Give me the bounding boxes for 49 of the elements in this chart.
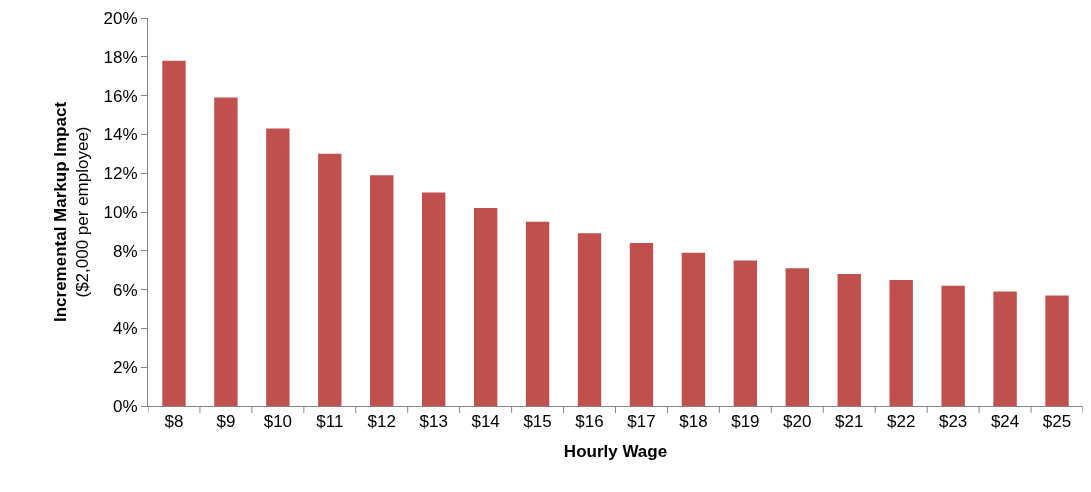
y-tick-label: 12%	[103, 164, 138, 184]
y-tick-label: 10%	[103, 202, 138, 222]
bar	[785, 268, 809, 406]
bar	[889, 279, 913, 406]
bar	[422, 192, 446, 406]
y-tick-label: 4%	[113, 319, 138, 339]
x-tick-label: $16	[575, 412, 604, 432]
bar	[629, 243, 654, 406]
bar	[993, 291, 1017, 406]
y-axis-title: Incremental Markup Impact ($2,000 per employee)	[51, 101, 93, 323]
x-tick-label: $21	[835, 412, 864, 432]
y-tick-label: 20%	[103, 8, 138, 28]
x-tick-label: $25	[1042, 412, 1072, 432]
x-tick-label: $18	[679, 412, 708, 432]
y-tick-label: 6%	[113, 280, 138, 300]
x-tick-label: $12	[367, 412, 396, 432]
y-tick-label: 8%	[113, 241, 138, 261]
y-tick-label: 16%	[103, 86, 138, 106]
bar	[162, 60, 186, 406]
x-tick-label: $15	[523, 412, 552, 432]
x-tick-label: $20	[783, 412, 812, 432]
x-tick-label: $22	[887, 412, 916, 432]
x-tick-label: $8	[164, 412, 184, 432]
x-tick-label: $11	[316, 412, 344, 432]
x-axis-title: Hourly Wage	[563, 441, 668, 461]
x-tick-label: $14	[471, 412, 500, 432]
bar	[733, 260, 758, 406]
y-tick-label: 14%	[103, 125, 138, 145]
x-tick-label: $13	[419, 412, 448, 432]
bar	[318, 153, 342, 406]
y-tick-label: 0%	[113, 396, 138, 416]
x-tick-label: $9	[216, 412, 236, 432]
x-tick-label: $17	[627, 412, 656, 432]
x-tick-label: $23	[938, 412, 968, 432]
y-tick-label: 2%	[113, 358, 138, 378]
x-tick-label: $10	[263, 412, 293, 432]
bar	[941, 285, 965, 406]
x-tick-label: $24	[990, 412, 1020, 432]
bar	[266, 128, 290, 406]
y-tick-label: 18%	[103, 47, 138, 67]
bar	[525, 221, 550, 406]
x-tick-label: $19	[731, 412, 760, 432]
bar	[577, 233, 602, 406]
bar	[681, 252, 706, 406]
bar	[837, 274, 861, 406]
bar	[473, 208, 498, 406]
bar	[1045, 295, 1069, 406]
bar	[214, 97, 238, 406]
bar	[370, 175, 394, 406]
